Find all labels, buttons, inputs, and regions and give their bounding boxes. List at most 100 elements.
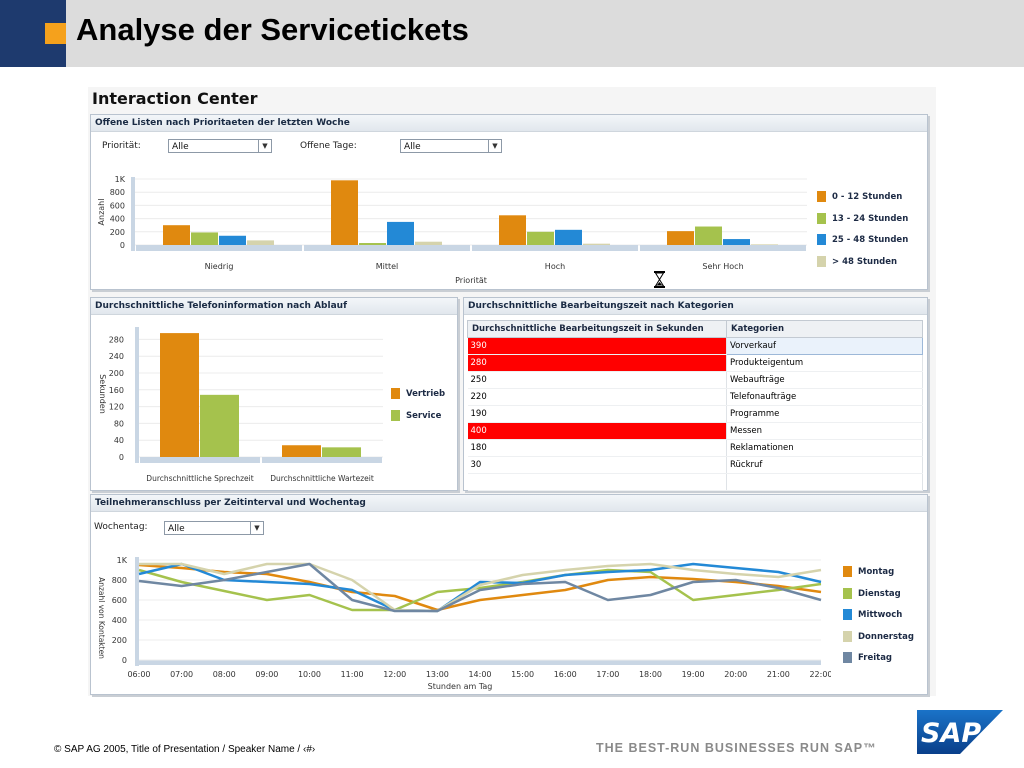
x-tick-label: 20:00 [724, 670, 747, 679]
series-line [138, 562, 822, 613]
legend-label: Donnerstag [858, 631, 914, 642]
bar [751, 244, 778, 245]
table-row[interactable]: 180 Reklamationen [467, 439, 923, 457]
weekday-select[interactable]: Alle ▼ [164, 521, 264, 535]
legend-label: Service [406, 410, 442, 421]
x-tick-label: Hoch [545, 262, 565, 271]
y-tick-label: 0 [119, 453, 124, 462]
weekday-select-value: Alle [168, 524, 185, 534]
bar [583, 243, 610, 245]
series-line [138, 568, 822, 612]
footer-text: © SAP AG 2005, Title of Presentation / S… [54, 744, 316, 755]
x-tick-label: 17:00 [596, 670, 619, 679]
legend-item: 0 - 12 Stunden [817, 191, 902, 202]
weekday-label: Wochentag: [94, 522, 148, 532]
bar [555, 229, 582, 245]
bar [667, 231, 694, 245]
category-cell: Programme [726, 405, 923, 423]
x-tick-label: 19:00 [682, 670, 705, 679]
legend-swatch [391, 388, 400, 399]
x-tick-label: 07:00 [170, 670, 193, 679]
bar [387, 221, 414, 245]
chevron-down-icon[interactable]: ▼ [488, 140, 501, 152]
y-axis-title: Sekunden [98, 374, 107, 414]
legend-label: Vertrieb [406, 389, 446, 399]
x-tick-label: Durchschnittliche Sprechzeit [146, 474, 253, 483]
sap-logo: SAP [917, 710, 1003, 758]
category-cell: Vorverkauf [726, 337, 923, 355]
slide-title: Analyse der Servicetickets [76, 12, 469, 47]
x-axis-segment [136, 245, 302, 251]
x-axis-title: Stunden am Tag [428, 682, 493, 691]
y-tick-label: 240 [109, 352, 124, 361]
table-row[interactable]: 190 Programme [467, 405, 923, 423]
y-axis-bar [135, 557, 139, 666]
tagline: THE BEST-RUN BUSINESSES RUN SAP™ [596, 741, 877, 755]
table-row[interactable]: 220 Telefonaufträge [467, 388, 923, 406]
table-row[interactable]: 250 Webaufträge [467, 371, 923, 389]
legend-item: Service [391, 409, 442, 421]
x-tick-label: 14:00 [468, 670, 491, 679]
open-days-select[interactable]: Alle ▼ [400, 139, 502, 153]
legend-label: 25 - 48 Stunden [832, 235, 909, 245]
panel-open-lists: Offene Listen nach Prioritaeten der letz… [90, 114, 928, 290]
time-cell: 390 [467, 337, 727, 355]
bar [322, 447, 361, 457]
title-accent-square [45, 23, 66, 44]
series-line [139, 562, 822, 613]
category-cell: Reklamationen [726, 439, 923, 457]
table-row[interactable]: 390 Vorverkauf [467, 337, 923, 355]
app-title: Interaction Center [92, 89, 258, 108]
table-row[interactable]: 400 Messen [467, 422, 923, 440]
y-tick-label: 160 [109, 386, 124, 395]
panel-header: Teilnehmeranschluss per Zeitinterval und… [91, 495, 927, 512]
x-tick-label: 22:00 [809, 670, 831, 679]
table-row-empty [467, 473, 923, 491]
y-tick-label: 1K [117, 556, 128, 565]
legend-item: Freitag [843, 652, 892, 663]
column-header-time[interactable]: Durchschnittliche Bearbeitungszeit in Se… [467, 320, 727, 338]
y-tick-label: 0 [122, 656, 127, 665]
legend-item: Montag [843, 566, 894, 577]
panel-header: Durchschnittliche Telefoninformation nac… [91, 298, 457, 315]
panel-header: Durchschnittliche Bearbeitungszeit nach … [464, 298, 927, 315]
panel-processing-time: Durchschnittliche Bearbeitungszeit nach … [463, 297, 928, 491]
priority-select[interactable]: Alle ▼ [168, 139, 272, 153]
slide-title-bar: Analyse der Servicetickets [0, 0, 1024, 67]
table-row[interactable]: 280 Produkteigentum [467, 354, 923, 372]
legend-item: > 48 Stunden [817, 255, 898, 267]
y-tick-label: 40 [114, 436, 124, 445]
x-tick-label: 10:00 [298, 670, 321, 679]
chevron-down-icon[interactable]: ▼ [250, 522, 263, 534]
hourglass-icon [654, 271, 665, 288]
time-cell: 400 [467, 422, 727, 440]
contacts-line-chart: 0 200 400 600 800 1K 06:00 07:00 08:00 09:00 10:00… [97, 556, 831, 691]
x-tick-label: Durchschnittliche Wartezeit [270, 474, 374, 483]
bar [499, 215, 526, 245]
x-tick-label: 15:00 [511, 670, 534, 679]
y-tick-label: 1K [115, 175, 126, 184]
table-row[interactable]: 30 Rückruf [467, 456, 923, 474]
bar [331, 180, 358, 245]
y-tick-label: 120 [109, 403, 124, 412]
legend-item: Donnerstag [843, 630, 914, 642]
x-tick-label: 21:00 [767, 670, 790, 679]
category-cell: Telefonaufträge [726, 388, 923, 406]
legend-label: > 48 Stunden [832, 256, 898, 267]
y-tick-label: 600 [110, 201, 125, 210]
column-header-category[interactable]: Kategorien [726, 320, 923, 338]
bar [219, 235, 246, 245]
legend-item: Mittwoch [843, 609, 902, 620]
x-tick-label: 08:00 [213, 670, 236, 679]
y-tick-label: 80 [114, 419, 124, 428]
x-tick-label: Mittel [376, 262, 399, 271]
legend-item: 25 - 48 Stunden [817, 234, 908, 245]
chevron-down-icon[interactable]: ▼ [258, 140, 271, 152]
legend-item: 13 - 24 Stunden [817, 212, 908, 224]
time-cell: 250 [467, 371, 727, 389]
category-cell: Produkteigentum [726, 354, 923, 372]
legend-swatch [843, 587, 852, 599]
panel-contacts-by-time: Teilnehmeranschluss per Zeitinterval und… [90, 494, 928, 695]
time-cell: 280 [467, 354, 727, 372]
legend-label: 0 - 12 Stunden [832, 192, 903, 202]
